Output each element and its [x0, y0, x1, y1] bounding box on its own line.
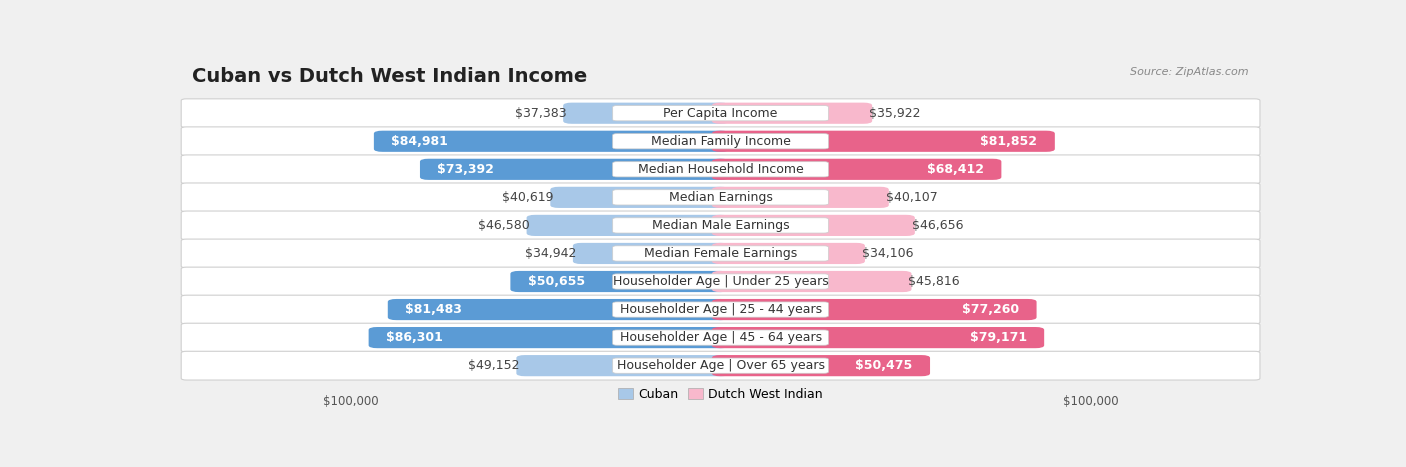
Text: Per Capita Income: Per Capita Income [664, 107, 778, 120]
FancyBboxPatch shape [613, 274, 828, 289]
Text: $50,655: $50,655 [527, 275, 585, 288]
FancyBboxPatch shape [527, 215, 730, 236]
FancyBboxPatch shape [711, 187, 889, 208]
Text: Median Female Earnings: Median Female Earnings [644, 247, 797, 260]
FancyBboxPatch shape [613, 106, 828, 121]
FancyBboxPatch shape [368, 327, 730, 348]
FancyBboxPatch shape [613, 162, 828, 177]
FancyBboxPatch shape [613, 302, 828, 317]
FancyBboxPatch shape [711, 131, 1054, 152]
FancyBboxPatch shape [613, 218, 828, 233]
Text: $37,383: $37,383 [515, 107, 567, 120]
FancyBboxPatch shape [711, 355, 929, 376]
Text: Median Family Income: Median Family Income [651, 135, 790, 148]
FancyBboxPatch shape [510, 271, 730, 292]
FancyBboxPatch shape [711, 299, 1036, 320]
FancyBboxPatch shape [711, 103, 872, 124]
FancyBboxPatch shape [711, 243, 865, 264]
Text: $35,922: $35,922 [869, 107, 921, 120]
Text: Householder Age | 45 - 64 years: Householder Age | 45 - 64 years [620, 331, 821, 344]
FancyBboxPatch shape [388, 299, 730, 320]
Text: Cuban vs Dutch West Indian Income: Cuban vs Dutch West Indian Income [193, 67, 588, 86]
Text: $34,942: $34,942 [524, 247, 576, 260]
FancyBboxPatch shape [613, 246, 828, 261]
Text: Householder Age | Under 25 years: Householder Age | Under 25 years [613, 275, 828, 288]
FancyBboxPatch shape [374, 131, 730, 152]
Text: $77,260: $77,260 [962, 303, 1019, 316]
Text: $49,152: $49,152 [468, 359, 520, 372]
Text: $84,981: $84,981 [391, 135, 449, 148]
Text: $73,392: $73,392 [437, 163, 495, 176]
FancyBboxPatch shape [711, 271, 911, 292]
FancyBboxPatch shape [181, 351, 1260, 380]
FancyBboxPatch shape [420, 159, 730, 180]
Text: Median Earnings: Median Earnings [669, 191, 772, 204]
FancyBboxPatch shape [181, 295, 1260, 324]
FancyBboxPatch shape [613, 330, 828, 345]
Text: $79,171: $79,171 [970, 331, 1026, 344]
FancyBboxPatch shape [181, 99, 1260, 127]
Text: $81,483: $81,483 [405, 303, 463, 316]
FancyBboxPatch shape [711, 215, 915, 236]
FancyBboxPatch shape [711, 327, 1045, 348]
Text: Householder Age | 25 - 44 years: Householder Age | 25 - 44 years [620, 303, 821, 316]
FancyBboxPatch shape [181, 155, 1260, 184]
FancyBboxPatch shape [613, 190, 828, 205]
FancyBboxPatch shape [550, 187, 730, 208]
FancyBboxPatch shape [181, 267, 1260, 296]
Legend: Cuban, Dutch West Indian: Cuban, Dutch West Indian [613, 383, 828, 406]
FancyBboxPatch shape [613, 134, 828, 149]
Text: $68,412: $68,412 [927, 163, 984, 176]
Text: $34,106: $34,106 [862, 247, 912, 260]
Text: $45,816: $45,816 [908, 275, 960, 288]
FancyBboxPatch shape [181, 183, 1260, 212]
Text: $86,301: $86,301 [387, 331, 443, 344]
Text: $100,000: $100,000 [1063, 395, 1118, 408]
Text: $40,619: $40,619 [502, 191, 554, 204]
Text: Householder Age | Over 65 years: Householder Age | Over 65 years [617, 359, 824, 372]
Text: $81,852: $81,852 [980, 135, 1038, 148]
Text: $50,475: $50,475 [855, 359, 912, 372]
Text: Median Male Earnings: Median Male Earnings [652, 219, 789, 232]
Text: $100,000: $100,000 [323, 395, 378, 408]
FancyBboxPatch shape [181, 211, 1260, 240]
Text: $46,580: $46,580 [478, 219, 530, 232]
FancyBboxPatch shape [181, 323, 1260, 352]
FancyBboxPatch shape [572, 243, 730, 264]
Text: Source: ZipAtlas.com: Source: ZipAtlas.com [1130, 67, 1249, 77]
FancyBboxPatch shape [516, 355, 730, 376]
FancyBboxPatch shape [711, 159, 1001, 180]
FancyBboxPatch shape [181, 239, 1260, 268]
FancyBboxPatch shape [564, 103, 730, 124]
Text: $40,107: $40,107 [886, 191, 938, 204]
Text: $46,656: $46,656 [911, 219, 963, 232]
FancyBboxPatch shape [613, 358, 828, 373]
FancyBboxPatch shape [181, 127, 1260, 156]
Text: Median Household Income: Median Household Income [638, 163, 803, 176]
